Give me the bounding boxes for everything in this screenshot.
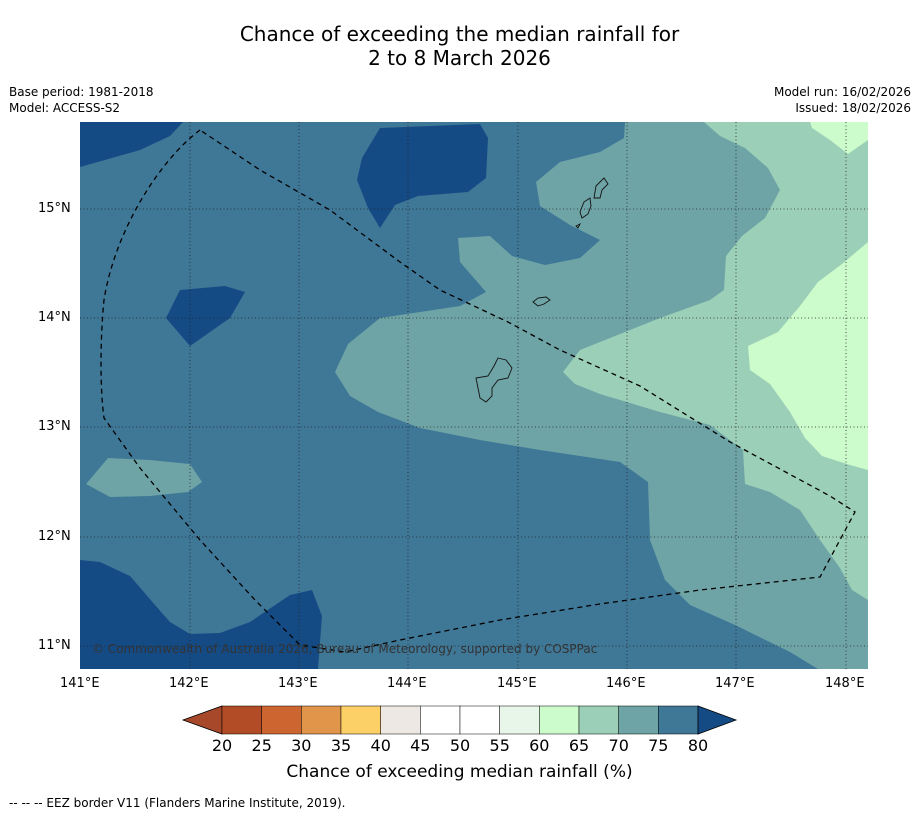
region-65-70 — [563, 122, 868, 600]
region-80-plus-north — [357, 124, 488, 228]
model-run: Model run: 16/02/2026 — [773, 85, 911, 99]
colorbar-cell — [221, 705, 262, 735]
colorbar-tick: 65 — [568, 736, 590, 755]
map-title: Chance of exceeding the median rainfall … — [0, 22, 919, 70]
issued-date: Issued: 18/02/2026 — [795, 101, 911, 115]
base-period: Base period: 1981-2018 — [9, 85, 154, 99]
island-tinian — [579, 197, 592, 219]
colorbar-cell — [301, 705, 342, 735]
islands — [475, 177, 609, 403]
region-80-plus-nw — [80, 122, 183, 167]
island-guam — [475, 357, 513, 403]
colorbar-tick: 55 — [489, 736, 510, 755]
colorbar-tick: 75 — [648, 736, 669, 755]
island-saipan — [593, 177, 609, 199]
colorbar-cell — [261, 705, 302, 735]
colorbar-cell — [618, 705, 659, 735]
island-rota — [532, 296, 551, 307]
lat-label-11: 11°N — [38, 638, 71, 653]
colorbar-tick: 70 — [608, 736, 629, 755]
copyright-text: © Commonwealth of Australia 2026, Bureau… — [92, 642, 597, 656]
colorbar-cell — [380, 705, 421, 735]
colorbar-low-extension — [181, 705, 223, 735]
lat-label-13: 13°N — [38, 419, 71, 434]
lon-label-145: 145°E — [497, 676, 537, 691]
lat-label-14: 14°N — [38, 310, 71, 325]
colorbar-cell — [499, 705, 540, 735]
lon-label-143: 143°E — [278, 676, 318, 691]
colorbar-high-extension — [697, 705, 738, 735]
title-line-1: Chance of exceeding the median rainfall … — [239, 22, 680, 46]
graticule — [80, 122, 868, 669]
colorbar-cells — [221, 705, 699, 735]
island-aguijan — [575, 222, 582, 229]
lon-label-147: 147°E — [715, 676, 755, 691]
eez-legend-note: -- -- -- EEZ border V11 (Flanders Marine… — [9, 796, 346, 810]
colorbar-tick: 20 — [211, 736, 233, 755]
colorbar-tick: 60 — [529, 736, 550, 755]
colorbar-title: Chance of exceeding median rainfall (%) — [286, 762, 633, 782]
lat-label-15: 15°N — [38, 201, 71, 216]
colorbar-cell — [658, 705, 699, 735]
map-area: © Commonwealth of Australia 2026, Bureau… — [80, 122, 868, 669]
colorbar-tick: 40 — [370, 736, 391, 755]
lon-label-141: 141°E — [60, 676, 100, 691]
colorbar-tick: 45 — [410, 736, 431, 755]
colorbar-tick: 80 — [687, 736, 709, 755]
region-70-75-west — [86, 458, 202, 497]
lon-label-146: 146°E — [606, 676, 646, 691]
colorbar-cell — [539, 705, 580, 735]
region-60-65-north — [810, 122, 868, 154]
lon-label-144: 144°E — [387, 676, 427, 691]
colorbar-cell — [340, 705, 381, 735]
colorbar-tick: 25 — [251, 736, 272, 755]
eez-border — [100, 129, 856, 653]
region-60-65-east — [748, 242, 868, 470]
colorbar-tick: 30 — [291, 736, 312, 755]
colorbar-cell — [420, 705, 461, 735]
colorbar-cell — [459, 705, 500, 735]
region-80-plus-sw — [80, 560, 322, 669]
model-name: Model: ACCESS-S2 — [9, 101, 121, 115]
colorbar-tick: 35 — [330, 736, 352, 755]
info-left: Base period: 1981-2018 Model: ACCESS-S2 — [9, 84, 154, 116]
lon-label-148: 148°E — [825, 676, 865, 691]
title-line-2: 2 to 8 March 2026 — [368, 46, 551, 70]
region-80-plus-west — [166, 286, 245, 346]
lon-label-142: 142°E — [169, 676, 209, 691]
colorbar-cell — [578, 705, 619, 735]
colorbar-tick: 50 — [449, 736, 471, 755]
colorbar — [181, 705, 738, 735]
info-right: Model run: 16/02/2026 Issued: 18/02/2026 — [774, 84, 911, 116]
lat-label-12: 12°N — [38, 529, 71, 544]
